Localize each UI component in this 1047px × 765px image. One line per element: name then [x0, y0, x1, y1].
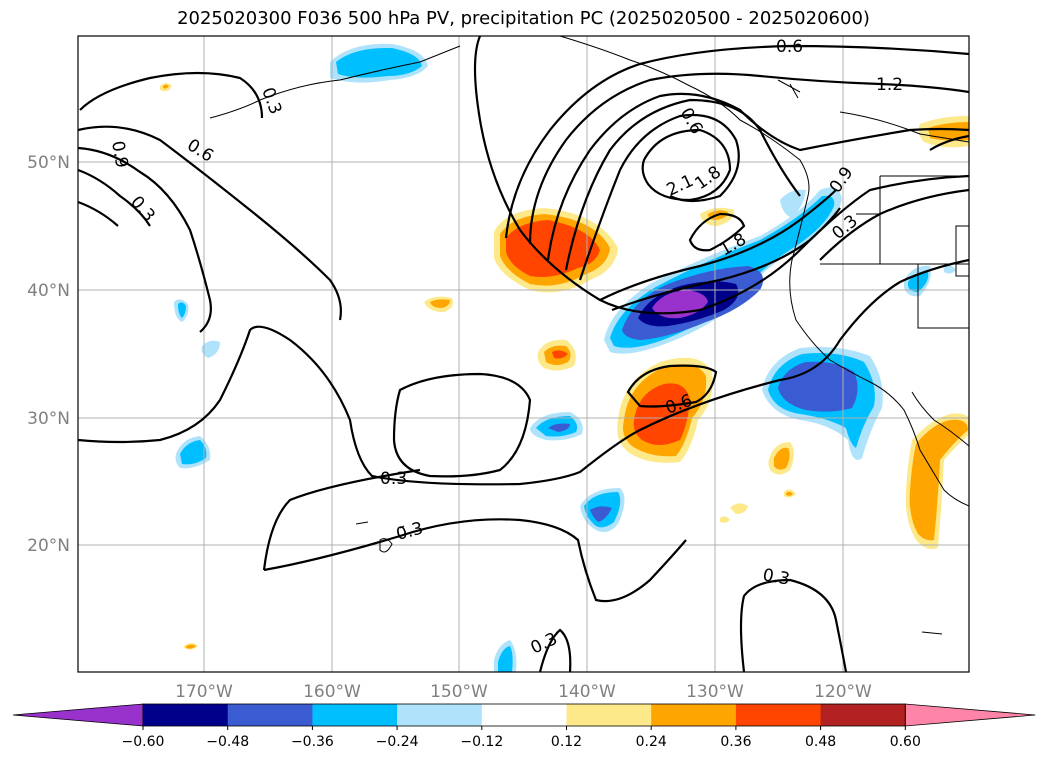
pv-contour [929, 134, 969, 151]
pv-contour [599, 189, 837, 301]
colorbar: −0.60 −0.48 −0.36 −0.24 −0.12 0.12 0.24 0.36 0.4… [12, 703, 1036, 750]
pv-contour [626, 364, 718, 408]
colorbar-segment [651, 704, 737, 726]
colorbar-tick-label: 0.60 [890, 734, 921, 750]
lat-label-50n: 50°N [27, 153, 70, 173]
colorbar-arrow-high [904, 703, 1036, 727]
figure-title: 2025020300 F036 500 hPa PV, precipitatio… [177, 8, 870, 29]
lat-label-40n: 40°N [27, 281, 70, 301]
pv-contour [528, 72, 969, 245]
lon-label-120w: 120°W [814, 682, 872, 702]
colorbar-tick-label: −0.60 [122, 734, 165, 750]
colorbar-tick-label: −0.12 [460, 734, 503, 750]
colorbar-segments [12, 703, 1036, 727]
colorbar-segment [820, 704, 906, 726]
lon-label-170w: 170°W [175, 682, 233, 702]
pv-contour [78, 258, 969, 486]
colorbar-tick-label: 0.36 [720, 734, 751, 750]
map-gridlines [78, 36, 969, 672]
pv-contour [819, 188, 969, 261]
contour-label: 0.3 [380, 469, 407, 489]
pv-contour [504, 44, 969, 239]
pv-contour [78, 125, 342, 321]
latitude-labels: 50°N 40°N 30°N 20°N [27, 153, 70, 556]
pv-contour [688, 212, 746, 252]
pv-contour [611, 207, 841, 312]
pv-contour [392, 372, 532, 478]
lon-label-140w: 140°W [558, 682, 616, 702]
colorbar-segment [227, 704, 313, 726]
lon-label-160w: 160°W [303, 682, 361, 702]
contour-label: 0.9 [107, 139, 131, 169]
longitude-labels: 170°W 160°W 150°W 140°W 130°W 120°W [175, 682, 872, 702]
pv-contour [263, 518, 687, 603]
pv-contour [78, 146, 212, 333]
pv-contour [641, 128, 732, 202]
pv-contour [473, 36, 969, 315]
colorbar-segment [397, 704, 483, 726]
pv-contour [564, 98, 801, 271]
map-panel: 0.6 1.2 0.3 0.6 0.9 0.6 0.3 2.1 1.8 1.8 … [78, 36, 969, 672]
colorbar-tick-label: −0.24 [376, 734, 419, 750]
contour-label: 0.3 [761, 565, 791, 589]
colorbar-tick-label: 0.48 [805, 734, 836, 750]
lon-label-130w: 130°W [686, 682, 744, 702]
lat-label-20n: 20°N [27, 536, 70, 556]
colorbar-segment [566, 704, 652, 726]
pv-contour [262, 468, 421, 571]
pv-contour [739, 578, 848, 672]
colorbar-arrow-low [12, 703, 144, 727]
pv-contour [578, 114, 740, 281]
map-frame [77, 35, 970, 673]
colorbar-tick-label: 0.12 [551, 734, 582, 750]
pv-contour [538, 628, 572, 672]
lat-label-30n: 30°N [27, 409, 70, 429]
colorbar-segment [735, 704, 822, 726]
lon-label-150w: 150°W [430, 682, 488, 702]
contour-label: 1.2 [876, 75, 903, 95]
pv-contour [78, 200, 119, 227]
pv-contours [78, 36, 969, 672]
colorbar-ticks: −0.60 −0.48 −0.36 −0.24 −0.12 0.12 0.24 0.36 0.4… [122, 726, 921, 750]
colorbar-segment [312, 704, 398, 726]
pv-contour [79, 71, 264, 119]
contour-label: 0.6 [776, 37, 803, 57]
colorbar-tick-label: 0.24 [636, 734, 667, 750]
colorbar-segment [143, 704, 229, 726]
colorbar-segment [481, 704, 567, 726]
colorbar-outline [142, 703, 906, 727]
colorbar-tick-label: −0.36 [291, 734, 334, 750]
colorbar-tick-label: −0.48 [206, 734, 249, 750]
pv-contour [78, 168, 151, 227]
